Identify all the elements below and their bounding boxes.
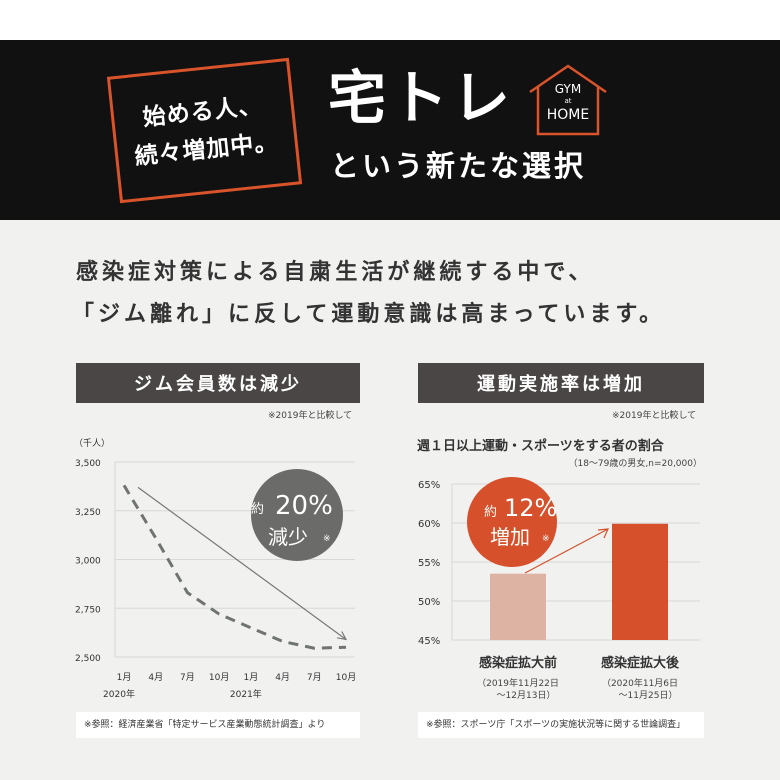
line-chart-year-label: 2020年 xyxy=(103,688,135,700)
line-chart-x-tick: 1月 xyxy=(117,672,132,683)
right-panel-header: 運動実施率は増加 xyxy=(418,363,704,403)
banner-subtitle: という新たな選択 xyxy=(330,149,587,183)
right-source: ※参照：スポーツ庁「スポーツの実施状況等に関する世論調査」 xyxy=(418,712,704,738)
tag-box: 始める人、 続々増加中。 xyxy=(106,57,303,204)
gym-at-home-logo: GYM at HOME xyxy=(526,62,610,138)
decrease-badge-text: 減少 xyxy=(268,525,308,549)
bar-chart-y-tick: 55% xyxy=(418,558,440,569)
increase-badge-value: 12% xyxy=(504,494,557,522)
bar-chart-bar xyxy=(490,573,546,640)
line-chart-series xyxy=(122,484,348,650)
line-chart-y-tick: 3,000 xyxy=(75,557,101,567)
bar-chart: 週１日以上運動・スポーツをする者の割合 （18～79歳の男女,n=20,000）… xyxy=(417,438,702,701)
increase-badge: 約 12% 増加 ※ xyxy=(467,477,557,567)
line-chart-y-unit: （千人） xyxy=(74,438,110,449)
bar-chart-y-ticks: 65% 60% 55% 50% 45% xyxy=(418,480,440,647)
increase-arrow xyxy=(524,528,609,574)
bar2-label: 感染症拡大後 xyxy=(601,655,680,671)
decrease-badge-approx: 約 xyxy=(251,502,264,517)
line-chart-year-label: 2021年 xyxy=(230,688,262,700)
increase-badge-approx: 約 xyxy=(484,505,497,520)
line-chart-x-tick: 1月 xyxy=(243,672,258,683)
line-chart: （千人） 3,500 3,250 3,000 2,750 2,500 1月 4月 7月 10月… xyxy=(74,438,356,700)
logo-gym: GYM xyxy=(554,82,582,96)
left-compare-note: ※2019年と比較して xyxy=(268,411,353,421)
bar-chart-y-tick: 65% xyxy=(418,480,440,491)
increase-badge-text: 増加 xyxy=(490,525,530,549)
decrease-badge-value: 20% xyxy=(275,491,333,521)
banner-title: 宅トレ xyxy=(328,64,515,132)
line-chart-x-tick: 7月 xyxy=(307,672,322,683)
line-chart-y-tick: 3,250 xyxy=(75,508,101,518)
line-chart-y-tick: 2,750 xyxy=(75,605,101,615)
bar-chart-bars xyxy=(490,523,668,640)
line-chart-series-line xyxy=(122,484,347,650)
increase-badge-circle xyxy=(467,477,557,567)
decrease-badge: 約 20% 減少 ※ xyxy=(251,469,343,561)
logo-home: HOME xyxy=(546,107,590,123)
left-panel-header: ジム会員数は減少 xyxy=(76,363,360,403)
line-chart-x-tick: 4月 xyxy=(275,672,290,683)
bar1-date-2: ～12月13日） xyxy=(497,690,556,701)
left-source: ※参照：経済産業省「特定サービス産業動態統計調査」より xyxy=(76,712,360,738)
line-chart-x-tick: 10月 xyxy=(209,672,229,683)
line-chart-x-tick: 7月 xyxy=(180,672,195,683)
increase-badge-mark: ※ xyxy=(542,534,550,544)
bar-chart-y-tick: 60% xyxy=(418,519,440,530)
trend-arrow xyxy=(137,486,347,640)
headline: 感染症対策による自粛生活が継続する中で、 「ジム離れ」に反して運動意識は高まって… xyxy=(72,252,756,336)
bar-chart-y-tick: 45% xyxy=(418,636,440,647)
decrease-badge-mark: ※ xyxy=(323,534,331,544)
bar2-date-1: （2020年11月6日 xyxy=(602,677,678,689)
decrease-badge-circle xyxy=(251,469,343,561)
line-chart-y-tick: 3,500 xyxy=(75,459,101,469)
bar-chart-y-tick: 50% xyxy=(418,597,440,608)
bar1-date-1: （2019年11月22日 xyxy=(477,677,559,689)
bar1-label: 感染症拡大前 xyxy=(479,655,557,671)
content-area xyxy=(0,220,780,780)
line-chart-x-tick: 4月 xyxy=(148,672,163,683)
headline-line-1: 感染症対策による自粛生活が継続する中で、 xyxy=(76,260,595,285)
headline-line-2: 「ジム離れ」に反して運動意識は高まっています。 xyxy=(72,302,666,327)
bar2-date-2: ～11月25日） xyxy=(619,690,678,701)
logo-at: at xyxy=(564,97,572,105)
bar-chart-bar xyxy=(612,523,668,640)
bar-chart-subtitle: （18～79歳の男女,n=20,000） xyxy=(568,457,702,469)
increase-arrow-head xyxy=(597,528,609,539)
house-icon xyxy=(529,64,607,136)
trend-arrow-head xyxy=(337,631,348,641)
line-chart-x-ticks: 1月 4月 7月 10月 1月 4月 7月 10月 2020年 2021年 xyxy=(103,672,356,700)
line-chart-x-tick: 10月 xyxy=(336,672,356,683)
right-compare-note: ※2019年と比較して xyxy=(612,411,697,421)
line-chart-y-ticks: 3,500 3,250 3,000 2,750 2,500 xyxy=(75,459,101,664)
line-chart-y-tick: 2,500 xyxy=(75,654,101,664)
bar-chart-title: 週１日以上運動・スポーツをする者の割合 xyxy=(417,438,665,454)
